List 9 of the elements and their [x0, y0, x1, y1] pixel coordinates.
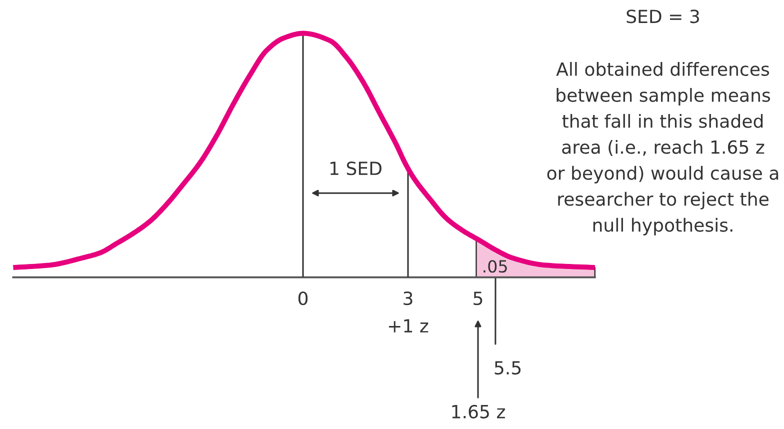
x-tick-label: 0	[298, 292, 308, 306]
text: SED = 3	[626, 10, 699, 24]
x-tick-label: 3 +1 z	[388, 292, 428, 332]
text: 1.65 z	[452, 404, 505, 418]
annotation: All obtained differences between sample means that fall in this shaded area (i.e., reach 1.65 z or beyond) would cause a researcher to reject the null hypothesis.	[547, 62, 778, 236]
annotation: 5.5	[494, 361, 521, 375]
annotation: 1 SED	[330, 162, 382, 176]
x-tick-label: 5	[474, 292, 482, 306]
annotation: .05	[484, 260, 507, 273]
